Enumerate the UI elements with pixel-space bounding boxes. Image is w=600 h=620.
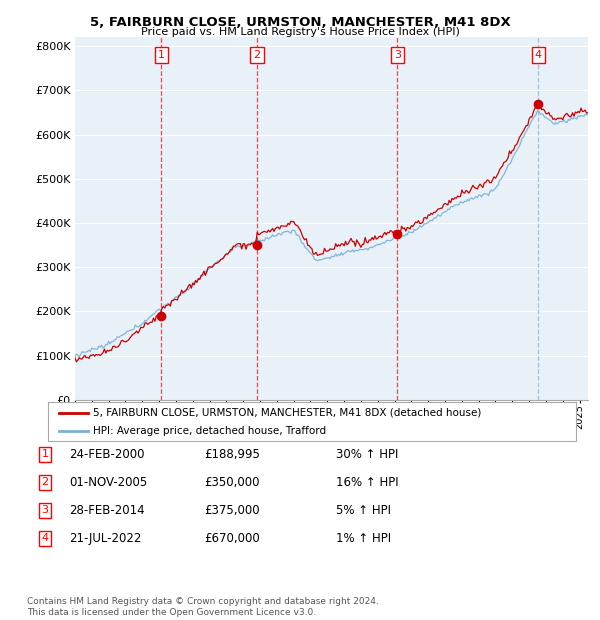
Text: 24-FEB-2000: 24-FEB-2000 <box>69 448 145 461</box>
Text: 5% ↑ HPI: 5% ↑ HPI <box>336 504 391 516</box>
Text: £188,995: £188,995 <box>204 448 260 461</box>
Text: 1: 1 <box>158 50 165 60</box>
Text: Price paid vs. HM Land Registry's House Price Index (HPI): Price paid vs. HM Land Registry's House … <box>140 27 460 37</box>
Text: 5, FAIRBURN CLOSE, URMSTON, MANCHESTER, M41 8DX: 5, FAIRBURN CLOSE, URMSTON, MANCHESTER, … <box>89 16 511 29</box>
Text: 21-JUL-2022: 21-JUL-2022 <box>69 532 142 544</box>
Text: 16% ↑ HPI: 16% ↑ HPI <box>336 476 398 489</box>
Text: 30% ↑ HPI: 30% ↑ HPI <box>336 448 398 461</box>
Text: 3: 3 <box>394 50 401 60</box>
Text: 4: 4 <box>41 533 49 543</box>
Text: 1: 1 <box>41 450 49 459</box>
Text: 2: 2 <box>254 50 261 60</box>
Text: 1% ↑ HPI: 1% ↑ HPI <box>336 532 391 544</box>
Text: £375,000: £375,000 <box>204 504 260 516</box>
Text: 5, FAIRBURN CLOSE, URMSTON, MANCHESTER, M41 8DX (detached house): 5, FAIRBURN CLOSE, URMSTON, MANCHESTER, … <box>93 408 481 418</box>
Text: £670,000: £670,000 <box>204 532 260 544</box>
Text: Contains HM Land Registry data © Crown copyright and database right 2024.
This d: Contains HM Land Registry data © Crown c… <box>27 598 379 617</box>
Text: 28-FEB-2014: 28-FEB-2014 <box>69 504 145 516</box>
Text: 2: 2 <box>41 477 49 487</box>
Text: HPI: Average price, detached house, Trafford: HPI: Average price, detached house, Traf… <box>93 426 326 436</box>
Text: 01-NOV-2005: 01-NOV-2005 <box>69 476 147 489</box>
Text: 4: 4 <box>535 50 542 60</box>
Text: 3: 3 <box>41 505 49 515</box>
Text: £350,000: £350,000 <box>204 476 260 489</box>
